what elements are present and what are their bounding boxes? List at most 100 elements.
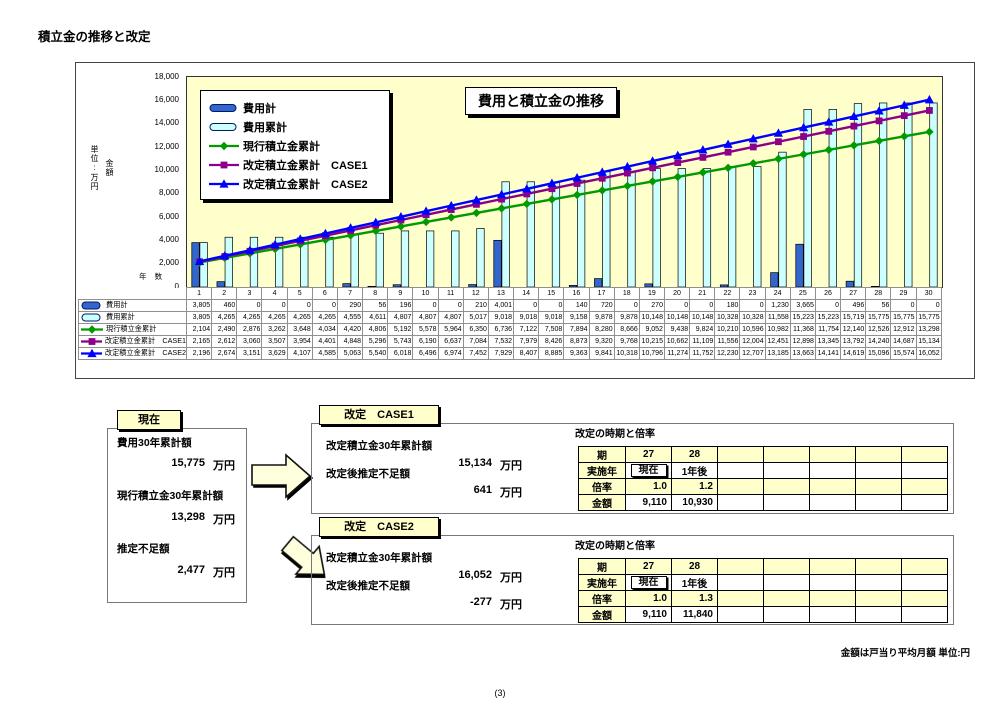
- table-cell: 0: [613, 298, 640, 312]
- year-label: 5: [286, 287, 313, 300]
- table-cell: 12,230: [714, 346, 741, 360]
- bar-0: [770, 272, 779, 287]
- year-label: 1: [185, 287, 213, 300]
- case1-tab: 改定 CASE1: [319, 405, 439, 425]
- year-header-row: 1 2 3 4 5 6 7 8 9 10 11 12 13 14 15 16 17 18 19 20 21 22 23 24 2…: [78, 287, 942, 300]
- year-label: 16: [563, 287, 590, 300]
- table-cell: 0: [663, 298, 691, 312]
- current-tab: 現在: [117, 410, 181, 430]
- table-row: 倍率 1.0 1.2: [578, 478, 948, 495]
- year-label: 14: [513, 287, 540, 300]
- table-cell: 4,611: [362, 310, 389, 324]
- table-cell: 10,328: [714, 310, 741, 324]
- bar-1: [778, 151, 787, 287]
- value-text: 15,775: [171, 457, 205, 469]
- y-tick-label: 10,000: [154, 164, 179, 174]
- series-row-header: 改定積立金累計 CASE2: [78, 346, 187, 360]
- legend-label: 改定積立金累計 CASE2: [243, 178, 368, 191]
- table-cell: 0: [890, 298, 917, 312]
- legend-item: 現行積立金累計: [209, 136, 381, 155]
- table-cell: [855, 558, 902, 575]
- year-label: 29: [890, 287, 917, 300]
- table-cell: 8,885: [538, 346, 565, 360]
- table-cell: 11,752: [689, 346, 716, 360]
- table-cell: 6,190: [412, 334, 439, 348]
- table-cell: [901, 494, 948, 511]
- table-cell: 9,018: [487, 310, 515, 324]
- series-row-header: 改定積立金累計 CASE1: [78, 334, 187, 348]
- bar-1: [803, 109, 812, 287]
- table-cell: 2,876: [236, 322, 263, 336]
- table-row: 実施年 現在 1年後: [578, 574, 948, 591]
- bar-1: [853, 103, 863, 287]
- table-cell: 4,001: [487, 298, 515, 312]
- bar-0: [468, 284, 477, 287]
- table-cell: 496: [840, 298, 867, 312]
- table-cell: 0: [437, 298, 464, 312]
- year-label: 10: [412, 287, 439, 300]
- table-cell: 11,368: [789, 322, 816, 336]
- case1-box: 改定積立金30年累計額 15,134 万円 改定後推定不足額 641 万円 改定の時…: [311, 423, 954, 514]
- table-cell: 15,134: [915, 334, 942, 348]
- table-cell: [901, 606, 948, 623]
- table-cell: 7,508: [538, 322, 565, 336]
- table-cell: 6,637: [437, 334, 464, 348]
- row-label: 金額: [578, 494, 626, 511]
- chart-panel: 単位:万円 金額 0 2,000 4,000 6,000 8,000 10,000 12,0…: [75, 62, 975, 379]
- y-tick-label: 8,000: [158, 188, 179, 198]
- table-cell: [901, 558, 948, 575]
- table-cell: 13,663: [789, 346, 816, 360]
- table-row: 費用計 3,805 460 0 0 0 0 290 56 196 0 0 210 4,001 0 0 140 72…: [78, 298, 942, 312]
- page-number: (3): [494, 688, 506, 698]
- table-cell: 0: [814, 298, 842, 312]
- table-cell: 16,052: [915, 346, 942, 360]
- table-cell: 7,122: [513, 322, 540, 336]
- y-axis-unit-label: 単位:万円: [90, 145, 99, 191]
- case1-item-label: 改定後推定不足額: [326, 468, 410, 480]
- current-item-value: 2,477 万円: [117, 564, 235, 580]
- series-name: 改定積立金累計 CASE2: [104, 348, 186, 357]
- table-cell: [717, 558, 764, 575]
- bar-legend-icon: [209, 122, 237, 131]
- row-label: 期: [578, 446, 626, 463]
- table-cell: [855, 478, 902, 495]
- value-text: 16,052: [458, 569, 492, 581]
- table-cell: 1年後: [671, 574, 718, 591]
- table-cell: 4,585: [311, 346, 338, 360]
- bar-1: [627, 171, 636, 287]
- table-cell: 0: [915, 298, 942, 312]
- year-label: 23: [739, 287, 766, 300]
- table-cell: 12,898: [789, 334, 816, 348]
- table-cell: 0: [311, 298, 338, 312]
- table-cell: 3,954: [286, 334, 313, 348]
- table-cell: 6,974: [437, 346, 464, 360]
- table-cell: 0: [689, 298, 716, 312]
- corner-cell: [78, 287, 187, 300]
- bar-1: [728, 166, 737, 287]
- table-cell: 14,619: [840, 346, 867, 360]
- table-cell: [901, 446, 948, 463]
- bar-1: [702, 168, 712, 287]
- table-cell: 3,262: [261, 322, 288, 336]
- table-cell: 10,148: [638, 310, 665, 324]
- unit-text: 万円: [500, 599, 522, 611]
- table-cell: 1.0: [625, 478, 672, 495]
- table-cell: 11,558: [764, 310, 791, 324]
- table-cell: 13,792: [840, 334, 867, 348]
- table-cell: [809, 590, 856, 607]
- x-axis-label: 年 数: [139, 272, 166, 281]
- bar-1: [652, 168, 661, 287]
- case2-item-label: 改定積立金30年累計額: [326, 552, 433, 564]
- table-cell: 2,612: [211, 334, 238, 348]
- year-label: 7: [336, 287, 364, 300]
- table-cell: [855, 574, 902, 591]
- table-cell: 4,265: [286, 310, 313, 324]
- table-cell: 15,775: [890, 310, 917, 324]
- legend-label: 現行積立金累計: [243, 140, 320, 153]
- table-cell: 5,540: [362, 346, 389, 360]
- table-cell: 4,806: [362, 322, 389, 336]
- table-cell: 10,662: [663, 334, 691, 348]
- table-cell: 12,451: [764, 334, 791, 348]
- chart-title: 費用と積立金の推移: [465, 87, 617, 115]
- table-row: 期 27 28: [578, 558, 948, 575]
